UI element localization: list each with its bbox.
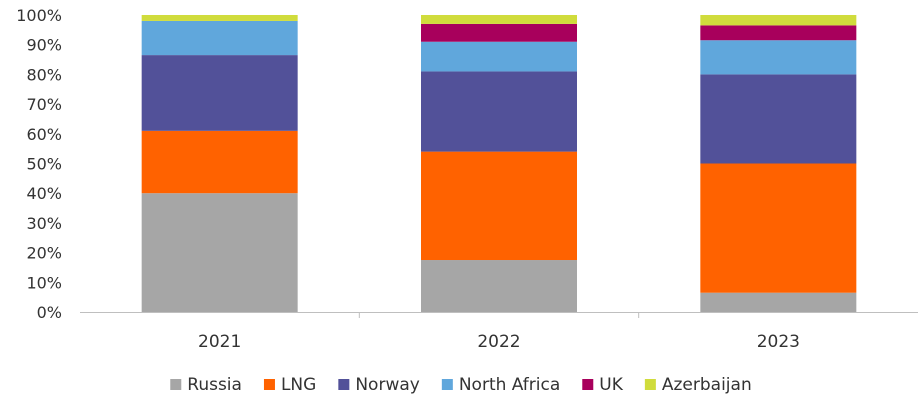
bar-segment-north-africa-2023 (700, 40, 857, 75)
bar-segment-azerbaijan-2022 (421, 15, 577, 24)
y-axis: 0% 10% 20% 30% 40% 50% 60% 70% 80% 90% 100% (16, 6, 62, 322)
legend-swatch (644, 379, 656, 390)
plot-area (141, 15, 857, 312)
legend-item-uk: UK (582, 375, 624, 395)
y-tick-label: 70% (26, 95, 62, 114)
legend-label: Azerbaijan (662, 375, 752, 395)
legend-item-azerbaijan: Azerbaijan (644, 375, 752, 395)
bar-segment-russia-2022 (421, 260, 577, 312)
y-tick-label: 10% (26, 273, 62, 292)
legend-swatch (441, 379, 453, 390)
y-tick-label: 60% (26, 125, 62, 144)
bar-segment-norway-2022 (421, 71, 577, 152)
y-tick-label: 0% (37, 303, 62, 322)
legend-item-lng: LNG (263, 375, 316, 395)
x-axis: 2021 2022 2023 (198, 312, 800, 352)
bar-segment-russia-2021 (141, 193, 298, 312)
x-tick-label: 2022 (477, 332, 520, 352)
legend-label: Norway (355, 375, 420, 395)
bar-segment-north-africa-2022 (421, 41, 577, 72)
legend-swatch (338, 379, 350, 390)
bar-segment-azerbaijan-2021 (141, 15, 298, 21)
y-tick-label: 30% (26, 214, 62, 233)
bar-segment-norway-2021 (141, 55, 298, 131)
y-tick-label: 90% (26, 36, 62, 55)
bar-segment-uk-2022 (421, 23, 577, 42)
y-tick-label: 50% (26, 155, 62, 174)
legend-swatch (263, 379, 275, 390)
legend-swatch (170, 379, 182, 390)
y-tick-label: 40% (26, 184, 62, 203)
x-tick-label: 2023 (757, 332, 800, 352)
bar-segment-azerbaijan-2023 (700, 15, 857, 26)
bar-segment-north-africa-2021 (141, 20, 298, 56)
legend-label: LNG (281, 375, 316, 395)
bar-segment-lng-2021 (141, 130, 298, 194)
y-tick-label: 20% (26, 244, 62, 263)
legend-item-norway: Norway (338, 375, 420, 395)
bar-segment-lng-2022 (421, 151, 577, 261)
bar-segment-russia-2023 (700, 292, 857, 312)
legend-item-russia: Russia (170, 375, 242, 395)
legend-label: North Africa (459, 375, 560, 395)
x-tick-label: 2021 (198, 332, 241, 352)
legend-label: UK (599, 375, 623, 395)
y-tick-label: 80% (26, 65, 62, 84)
legend-label: Russia (187, 375, 242, 395)
legend-swatch (582, 379, 594, 390)
bar-segment-uk-2023 (700, 25, 857, 41)
bar-segment-norway-2023 (700, 74, 857, 164)
legend: Russia LNG Norway North Africa UK Azerbaijan (170, 375, 752, 395)
legend-item-north-africa: North Africa (441, 375, 560, 395)
bar-segment-lng-2023 (700, 163, 857, 293)
y-tick-label: 100% (16, 6, 62, 25)
